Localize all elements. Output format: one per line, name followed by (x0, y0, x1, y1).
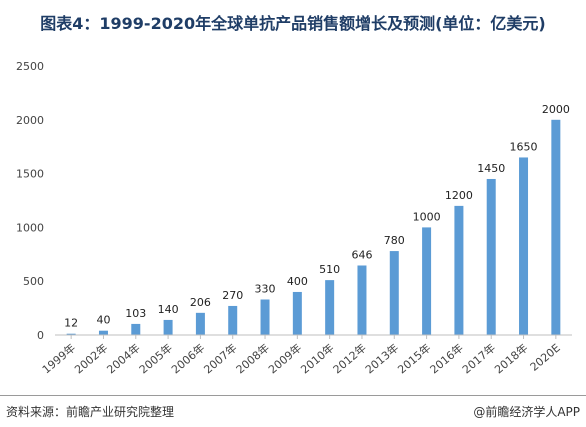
data-label: 2000 (542, 103, 570, 116)
bar (195, 312, 205, 335)
data-label: 40 (96, 314, 110, 327)
x-tick-label: 2010年 (298, 341, 337, 377)
x-axis: 1999年2002年2004年2005年2006年2007年2008年2009年… (39, 334, 572, 377)
x-tick-label: 2015年 (395, 341, 434, 377)
x-tick-label: 2007年 (201, 341, 240, 377)
data-label: 270 (222, 289, 243, 302)
x-tick-label: 2005年 (136, 341, 175, 377)
bar (131, 323, 141, 335)
x-tick-label: 2002年 (72, 341, 111, 377)
bar (325, 280, 335, 335)
data-label: 646 (351, 248, 372, 261)
x-tick-label: 2016年 (427, 341, 466, 377)
x-tick-label: 2012年 (330, 341, 369, 377)
bar (519, 157, 529, 335)
data-label: 206 (190, 296, 211, 309)
bar (163, 319, 173, 335)
y-tick-label: 2000 (16, 114, 44, 127)
y-tick-label: 0 (37, 329, 44, 342)
x-tick-label: 2006年 (168, 341, 207, 377)
bar (551, 119, 561, 335)
y-tick-label: 1000 (16, 221, 44, 234)
data-label: 1450 (477, 162, 505, 175)
data-label: 1650 (510, 140, 538, 153)
bar (66, 333, 76, 335)
chart-title: 图表4：1999-2020年全球单抗产品销售额增长及预测(单位：亿美元) (40, 14, 546, 33)
bar (292, 291, 302, 335)
x-tick-label: 2017年 (459, 341, 498, 377)
y-tick-label: 500 (23, 275, 44, 288)
x-tick-label: 2013年 (362, 341, 401, 377)
data-label: 400 (287, 275, 308, 288)
x-tick-label: 1999年 (39, 341, 78, 377)
bar (454, 205, 464, 335)
bar (422, 227, 432, 335)
data-label: 1000 (413, 210, 441, 223)
brand-credit: @前瞻经济学人APP (473, 405, 580, 419)
y-tick-label: 2500 (16, 60, 44, 73)
x-tick-label: 2018年 (492, 341, 531, 377)
x-tick-label: 2020E (528, 341, 563, 373)
bar (98, 330, 108, 335)
bar (260, 299, 270, 335)
bar (486, 178, 496, 335)
x-tick-label: 2004年 (104, 341, 143, 377)
data-label: 330 (255, 282, 276, 295)
y-tick-label: 1500 (16, 168, 44, 181)
bar-series: 12 40 103 140 206 270 330 400 510 646 780 1000 1200 1… (64, 103, 570, 335)
data-label: 103 (125, 307, 146, 320)
source-note: 资料来源：前瞻产业研究院整理 (6, 405, 175, 419)
footer: 资料来源：前瞻产业研究院整理 @前瞻经济学人APP (0, 395, 586, 427)
data-label: 510 (319, 263, 340, 276)
x-tick-label: 2008年 (233, 341, 272, 377)
x-tick-label: 2009年 (265, 341, 304, 377)
bar-chart: 0 500 1000 1500 2000 2500 12 40 103 140 206 270 330… (16, 60, 572, 377)
bar (389, 251, 399, 335)
data-label: 140 (158, 303, 179, 316)
data-label: 12 (64, 317, 78, 330)
data-label: 1200 (445, 189, 473, 202)
y-axis: 0 500 1000 1500 2000 2500 (16, 60, 44, 342)
bar (228, 305, 238, 335)
data-label: 780 (384, 234, 405, 247)
bar (357, 265, 367, 335)
